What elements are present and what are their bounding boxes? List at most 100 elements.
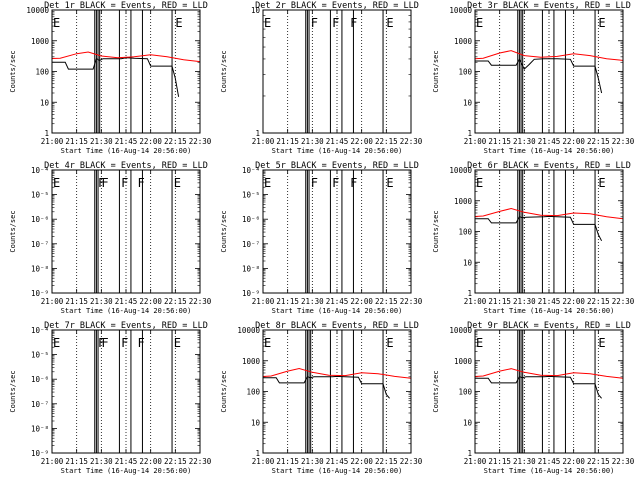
flag-label: E [476, 336, 483, 350]
x-tick-label: 21:45 [115, 297, 138, 306]
x-tick-label: 21:45 [326, 137, 349, 146]
x-tick-label: 22:30 [400, 457, 423, 466]
y-tick-label: 10⁻⁸ [31, 424, 49, 433]
x-tick-label: 22:15 [164, 137, 187, 146]
x-axis-label: Start Time (16-Aug-14 20:56:00) [272, 147, 403, 155]
event-rate-line [475, 375, 602, 399]
y-tick-label: 10⁻⁷ [31, 400, 49, 409]
plot-frame [262, 9, 412, 134]
x-tick-label: 22:30 [189, 137, 212, 146]
plot-frame [474, 9, 624, 134]
plot-frame [262, 329, 412, 454]
y-tick-label: 10 [463, 98, 473, 107]
flag-label: E [386, 176, 393, 190]
y-tick-label: 10⁻⁸ [242, 264, 260, 273]
y-tick-label: 10⁻⁵ [242, 191, 260, 200]
y-tick-label: 10⁻⁶ [31, 375, 49, 384]
x-tick-label: 21:30 [90, 297, 113, 306]
y-tick-label: 1000 [454, 197, 473, 206]
y-axis-label: Counts/sec [432, 50, 440, 92]
x-tick-label: 21:45 [538, 457, 561, 466]
lld-rate-line [263, 367, 411, 379]
flag-label: E [264, 16, 271, 30]
panel-title: Det 4r BLACK = Events, RED = LLD [44, 161, 208, 171]
y-tick-label: 10000 [449, 326, 472, 335]
flag-label: F [98, 336, 105, 350]
y-tick-label: 10⁻⁸ [31, 264, 49, 273]
x-tick-label: 22:30 [400, 137, 423, 146]
flag-label: F [121, 176, 128, 190]
flag-label: E [598, 16, 605, 30]
x-tick-label: 21:00 [252, 457, 275, 466]
flag-label: F [350, 16, 357, 30]
flag-label: F [121, 336, 128, 350]
flag-label: F [350, 176, 357, 190]
x-tick-label: 21:45 [115, 457, 138, 466]
y-tick-label: 1000 [454, 37, 473, 46]
plot-frame [51, 329, 201, 454]
x-tick-label: 22:15 [164, 297, 187, 306]
x-tick-label: 21:15 [488, 457, 511, 466]
panel-title: Det 8r BLACK = Events, RED = LLD [255, 321, 419, 331]
y-tick-label: 1 [467, 289, 472, 298]
y-axis-label: Counts/sec [9, 210, 17, 252]
x-tick-label: 22:00 [139, 457, 162, 466]
x-tick-label: 22:30 [189, 297, 212, 306]
y-tick-label: 10⁻⁹ [242, 289, 260, 298]
x-tick-label: 22:15 [587, 457, 610, 466]
x-axis-label: Start Time (16-Aug-14 20:56:00) [484, 307, 615, 315]
y-tick-label: 10 [251, 418, 261, 427]
flag-label: F [101, 176, 108, 190]
flag-label: F [332, 176, 339, 190]
flag-label: E [476, 176, 483, 190]
x-tick-label: 22:15 [375, 297, 398, 306]
lld-rate-line [475, 368, 623, 379]
x-tick-label: 22:15 [375, 457, 398, 466]
x-tick-label: 21:00 [41, 297, 64, 306]
x-tick-label: 22:00 [350, 137, 373, 146]
flag-label: E [264, 176, 271, 190]
x-axis-label: Start Time (16-Aug-14 20:56:00) [484, 467, 615, 475]
x-tick-label: 22:00 [139, 137, 162, 146]
y-tick-label: 10⁻⁹ [31, 449, 49, 458]
flag-label: E [174, 336, 181, 350]
y-tick-label: 1 [255, 129, 260, 138]
y-tick-label: 100 [458, 68, 472, 77]
y-tick-label: 10 [463, 418, 473, 427]
y-tick-label: 10 [463, 258, 473, 267]
x-tick-label: 21:30 [301, 297, 324, 306]
flag-label: E [174, 176, 181, 190]
panel-title: Det 3r BLACK = Events, RED = LLD [467, 1, 631, 11]
y-tick-label: 1000 [454, 357, 473, 366]
y-tick-label: 1000 [242, 357, 261, 366]
lld-rate-line [52, 51, 200, 63]
x-tick-label: 22:00 [562, 137, 585, 146]
flag-label: F [138, 176, 145, 190]
x-axis-label: Start Time (16-Aug-14 20:56:00) [272, 307, 403, 315]
x-tick-label: 22:30 [612, 137, 635, 146]
x-tick-label: 21:15 [488, 137, 511, 146]
x-tick-label: 21:15 [276, 297, 299, 306]
panel-title: Det 1r BLACK = Events, RED = LLD [44, 1, 208, 11]
flag-label: E [175, 16, 182, 30]
y-tick-label: 10⁻⁴ [31, 326, 49, 335]
y-tick-label: 10000 [26, 6, 49, 15]
y-tick-label: 10000 [449, 6, 472, 15]
y-tick-label: 10⁻⁹ [31, 289, 49, 298]
x-axis-label: Start Time (16-Aug-14 20:56:00) [61, 147, 192, 155]
y-tick-label: 1 [467, 449, 472, 458]
flag-label: F [332, 16, 339, 30]
event-rate-line [263, 375, 390, 399]
flag-label: E [53, 336, 60, 350]
y-tick-label: 10000 [237, 326, 260, 335]
x-tick-label: 21:30 [513, 137, 536, 146]
panel-title: Det 2r BLACK = Events, RED = LLD [255, 1, 419, 11]
x-tick-label: 21:00 [252, 137, 275, 146]
y-axis-label: Counts/sec [9, 50, 17, 92]
x-tick-label: 22:15 [164, 457, 187, 466]
x-tick-label: 21:30 [513, 457, 536, 466]
y-tick-label: 10 [40, 98, 50, 107]
